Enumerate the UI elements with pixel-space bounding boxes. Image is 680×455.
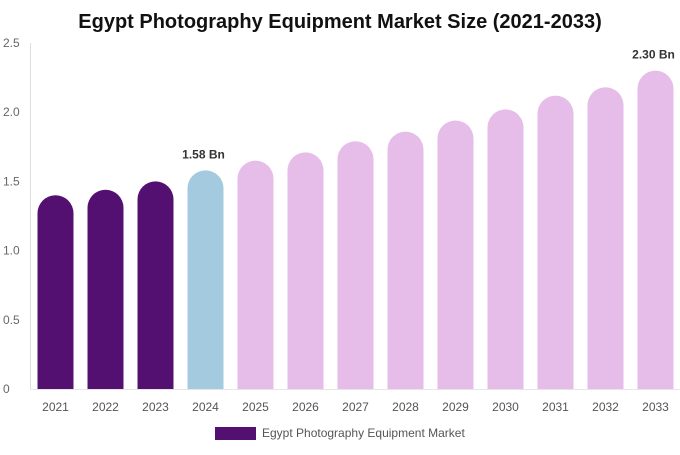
y-tick-label: 0 xyxy=(3,382,10,396)
y-tick-label: 1.0 xyxy=(3,244,20,258)
bar-2032 xyxy=(587,87,624,390)
x-tick-label: 2026 xyxy=(292,400,319,414)
x-tick-label: 2028 xyxy=(392,400,419,414)
x-tick-label: 2021 xyxy=(42,400,69,414)
bar-2031 xyxy=(537,95,574,389)
x-tick-label: 2029 xyxy=(442,400,469,414)
x-tick-label: 2022 xyxy=(92,400,119,414)
legend-swatch xyxy=(215,427,256,440)
bar-2030 xyxy=(487,109,524,389)
x-tick-label: 2023 xyxy=(142,400,169,414)
x-tick-label: 2027 xyxy=(342,400,369,414)
bar-2025 xyxy=(237,160,274,389)
x-tick-label: 2032 xyxy=(592,400,619,414)
bar-2023 xyxy=(137,181,174,389)
data-label: 2.30 Bn xyxy=(632,48,675,62)
bar-2033 xyxy=(637,70,674,390)
x-tick-label: 2033 xyxy=(642,400,669,414)
y-tick-label: 2.0 xyxy=(3,105,20,119)
bar-2024 xyxy=(187,170,224,389)
x-tick-label: 2031 xyxy=(542,400,569,414)
data-label: 1.58 Bn xyxy=(182,147,225,161)
x-tick-label: 2030 xyxy=(492,400,519,414)
chart-title: Egypt Photography Equipment Market Size … xyxy=(78,11,601,33)
legend: Egypt Photography Equipment Market xyxy=(215,426,465,440)
bar-2022 xyxy=(87,189,124,389)
y-tick-label: 0.5 xyxy=(3,313,20,327)
y-tick-label: 2.5 xyxy=(3,36,20,50)
legend-label: Egypt Photography Equipment Market xyxy=(262,426,465,440)
bar-2028 xyxy=(387,131,424,390)
x-tick-label: 2024 xyxy=(192,400,219,414)
bar-2026 xyxy=(287,152,324,389)
bar-2021 xyxy=(37,195,74,389)
y-tick-label: 1.5 xyxy=(3,174,20,188)
bar-2029 xyxy=(437,120,474,389)
x-tick-label: 2025 xyxy=(242,400,269,414)
bar-2027 xyxy=(337,141,374,389)
